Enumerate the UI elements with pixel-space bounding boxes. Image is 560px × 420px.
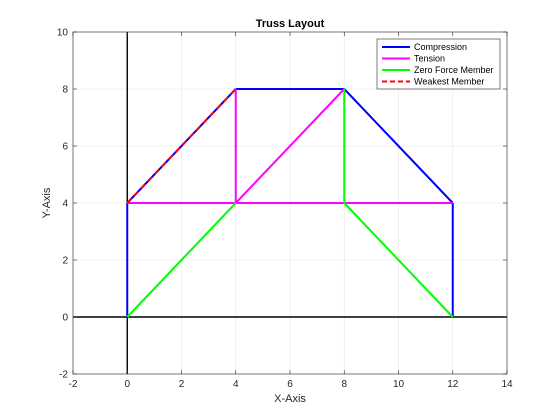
x-tick-label-4: 4 [233,379,239,390]
series-compression [126,88,454,317]
y-tick-label-2: 2 [62,256,68,267]
chart-title: Truss Layout [256,18,325,30]
member-tension-2 [235,88,345,204]
y-tick-label-6: 6 [62,142,68,153]
member-weakest-member-0 [126,88,237,204]
x-tick-label-0: 0 [124,379,130,390]
y-tick-label-8: 8 [62,85,68,96]
x-axis-label: X-Axis [274,393,306,405]
series-weakest-member [126,88,237,204]
legend-entry-zero-force-member: Zero Force Member [382,65,494,75]
y-tick-label-10: 10 [57,28,69,39]
y-tick-label-0: 0 [62,313,68,324]
x-tick-label-2: 2 [179,379,185,390]
x-tick-label-10: 10 [393,379,405,390]
legend-label-compression: Compression [414,42,467,52]
y-tick-label-2: -2 [59,370,68,381]
y-tick-label-4: 4 [62,199,68,210]
truss-members [126,88,454,318]
axis-ticks: -2 0 2 4 6 8 10 12 14 -2 0 2 4 6 8 10 [57,28,513,391]
x-tick-label-8: 8 [341,379,347,390]
x-tick-label-14: 14 [501,379,513,390]
member-zero-force-member-0 [126,202,237,318]
x-tick-label-6: 6 [287,379,293,390]
x-tick-label-12: 12 [447,379,459,390]
legend-entry-compression: Compression [382,42,467,52]
x-tick-label-2: -2 [69,379,78,390]
legend-entry-weakest-member: Weakest Member [382,77,484,87]
legend-label-zero-force-member: Zero Force Member [414,65,494,75]
y-axis-label: Y-Axis [41,187,53,218]
member-zero-force-member-2 [343,202,454,318]
member-compression-3 [343,88,454,204]
series-tension [127,88,453,204]
legend-label-weakest-member: Weakest Member [414,77,484,87]
series-zero-force-member [126,89,454,318]
legend-label-tension: Tension [414,54,445,64]
legend-entry-tension: Tension [382,54,445,64]
